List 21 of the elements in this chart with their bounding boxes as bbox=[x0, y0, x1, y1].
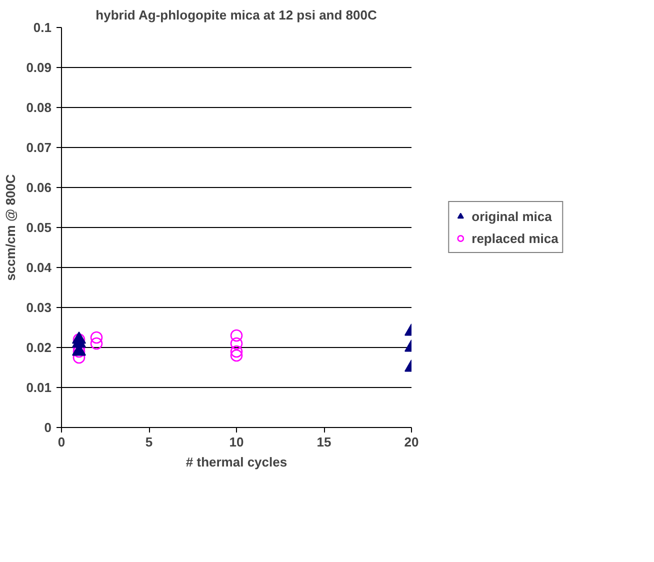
x-axis-title: # thermal cycles bbox=[186, 454, 288, 470]
y-tick-label: 0.04 bbox=[26, 260, 52, 275]
legend-label: replaced mica bbox=[472, 230, 558, 246]
y-tick-label: 0.01 bbox=[26, 380, 52, 395]
y-tick-label: 0.07 bbox=[26, 140, 52, 155]
y-tick-label: 0 bbox=[44, 420, 52, 435]
chart-title: hybrid Ag-phlogopite mica at 12 psi and 800C bbox=[96, 8, 378, 22]
y-tick-label: 0.09 bbox=[26, 60, 52, 75]
x-tick-label: 15 bbox=[316, 434, 332, 450]
x-tick-label: 20 bbox=[404, 434, 419, 450]
legend-label: original mica bbox=[472, 208, 552, 224]
y-tick-label: 0.05 bbox=[26, 220, 52, 235]
x-tick-label: 10 bbox=[229, 434, 244, 450]
x-tick-label: 0 bbox=[58, 434, 66, 450]
y-axis-title: sccm/cm @ 800C bbox=[3, 174, 18, 281]
y-tick-label: 0.02 bbox=[26, 340, 52, 355]
y-tick-label: 0.08 bbox=[26, 100, 52, 115]
x-tick-label: 5 bbox=[145, 434, 153, 450]
y-tick-label: 0.06 bbox=[26, 180, 52, 195]
y-tick-label: 0.03 bbox=[26, 300, 52, 315]
y-tick-label: 0.1 bbox=[33, 20, 52, 35]
